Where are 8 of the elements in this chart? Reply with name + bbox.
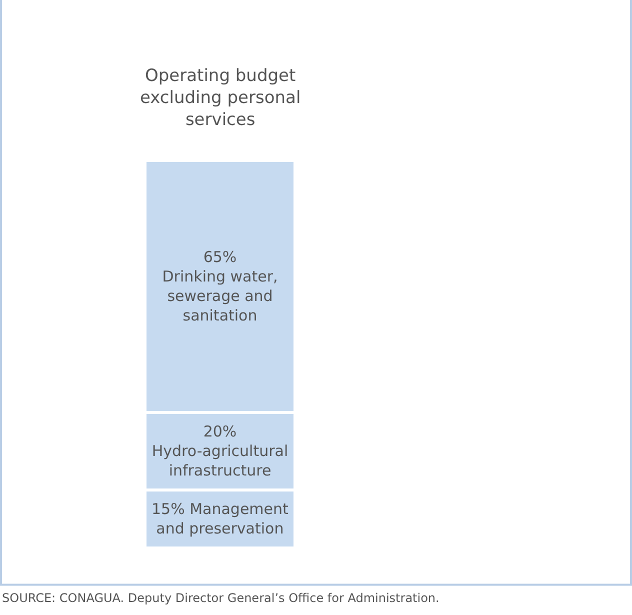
series-label: Hydro-agricultural infrastructure — [152, 442, 288, 480]
text: 15% Management — [151, 500, 288, 518]
chart-title: Operating budget excluding personal services — [140, 66, 301, 130]
data-label: 65% — [203, 248, 237, 266]
data-label: 20% — [203, 422, 237, 441]
text: and preservation — [156, 520, 284, 538]
series-label: Drinking water, sewerage and sanitation — [162, 268, 278, 325]
source-note: SOURCE: CONAGUA. Deputy Director General’s Office for Administration. — [2, 591, 440, 605]
